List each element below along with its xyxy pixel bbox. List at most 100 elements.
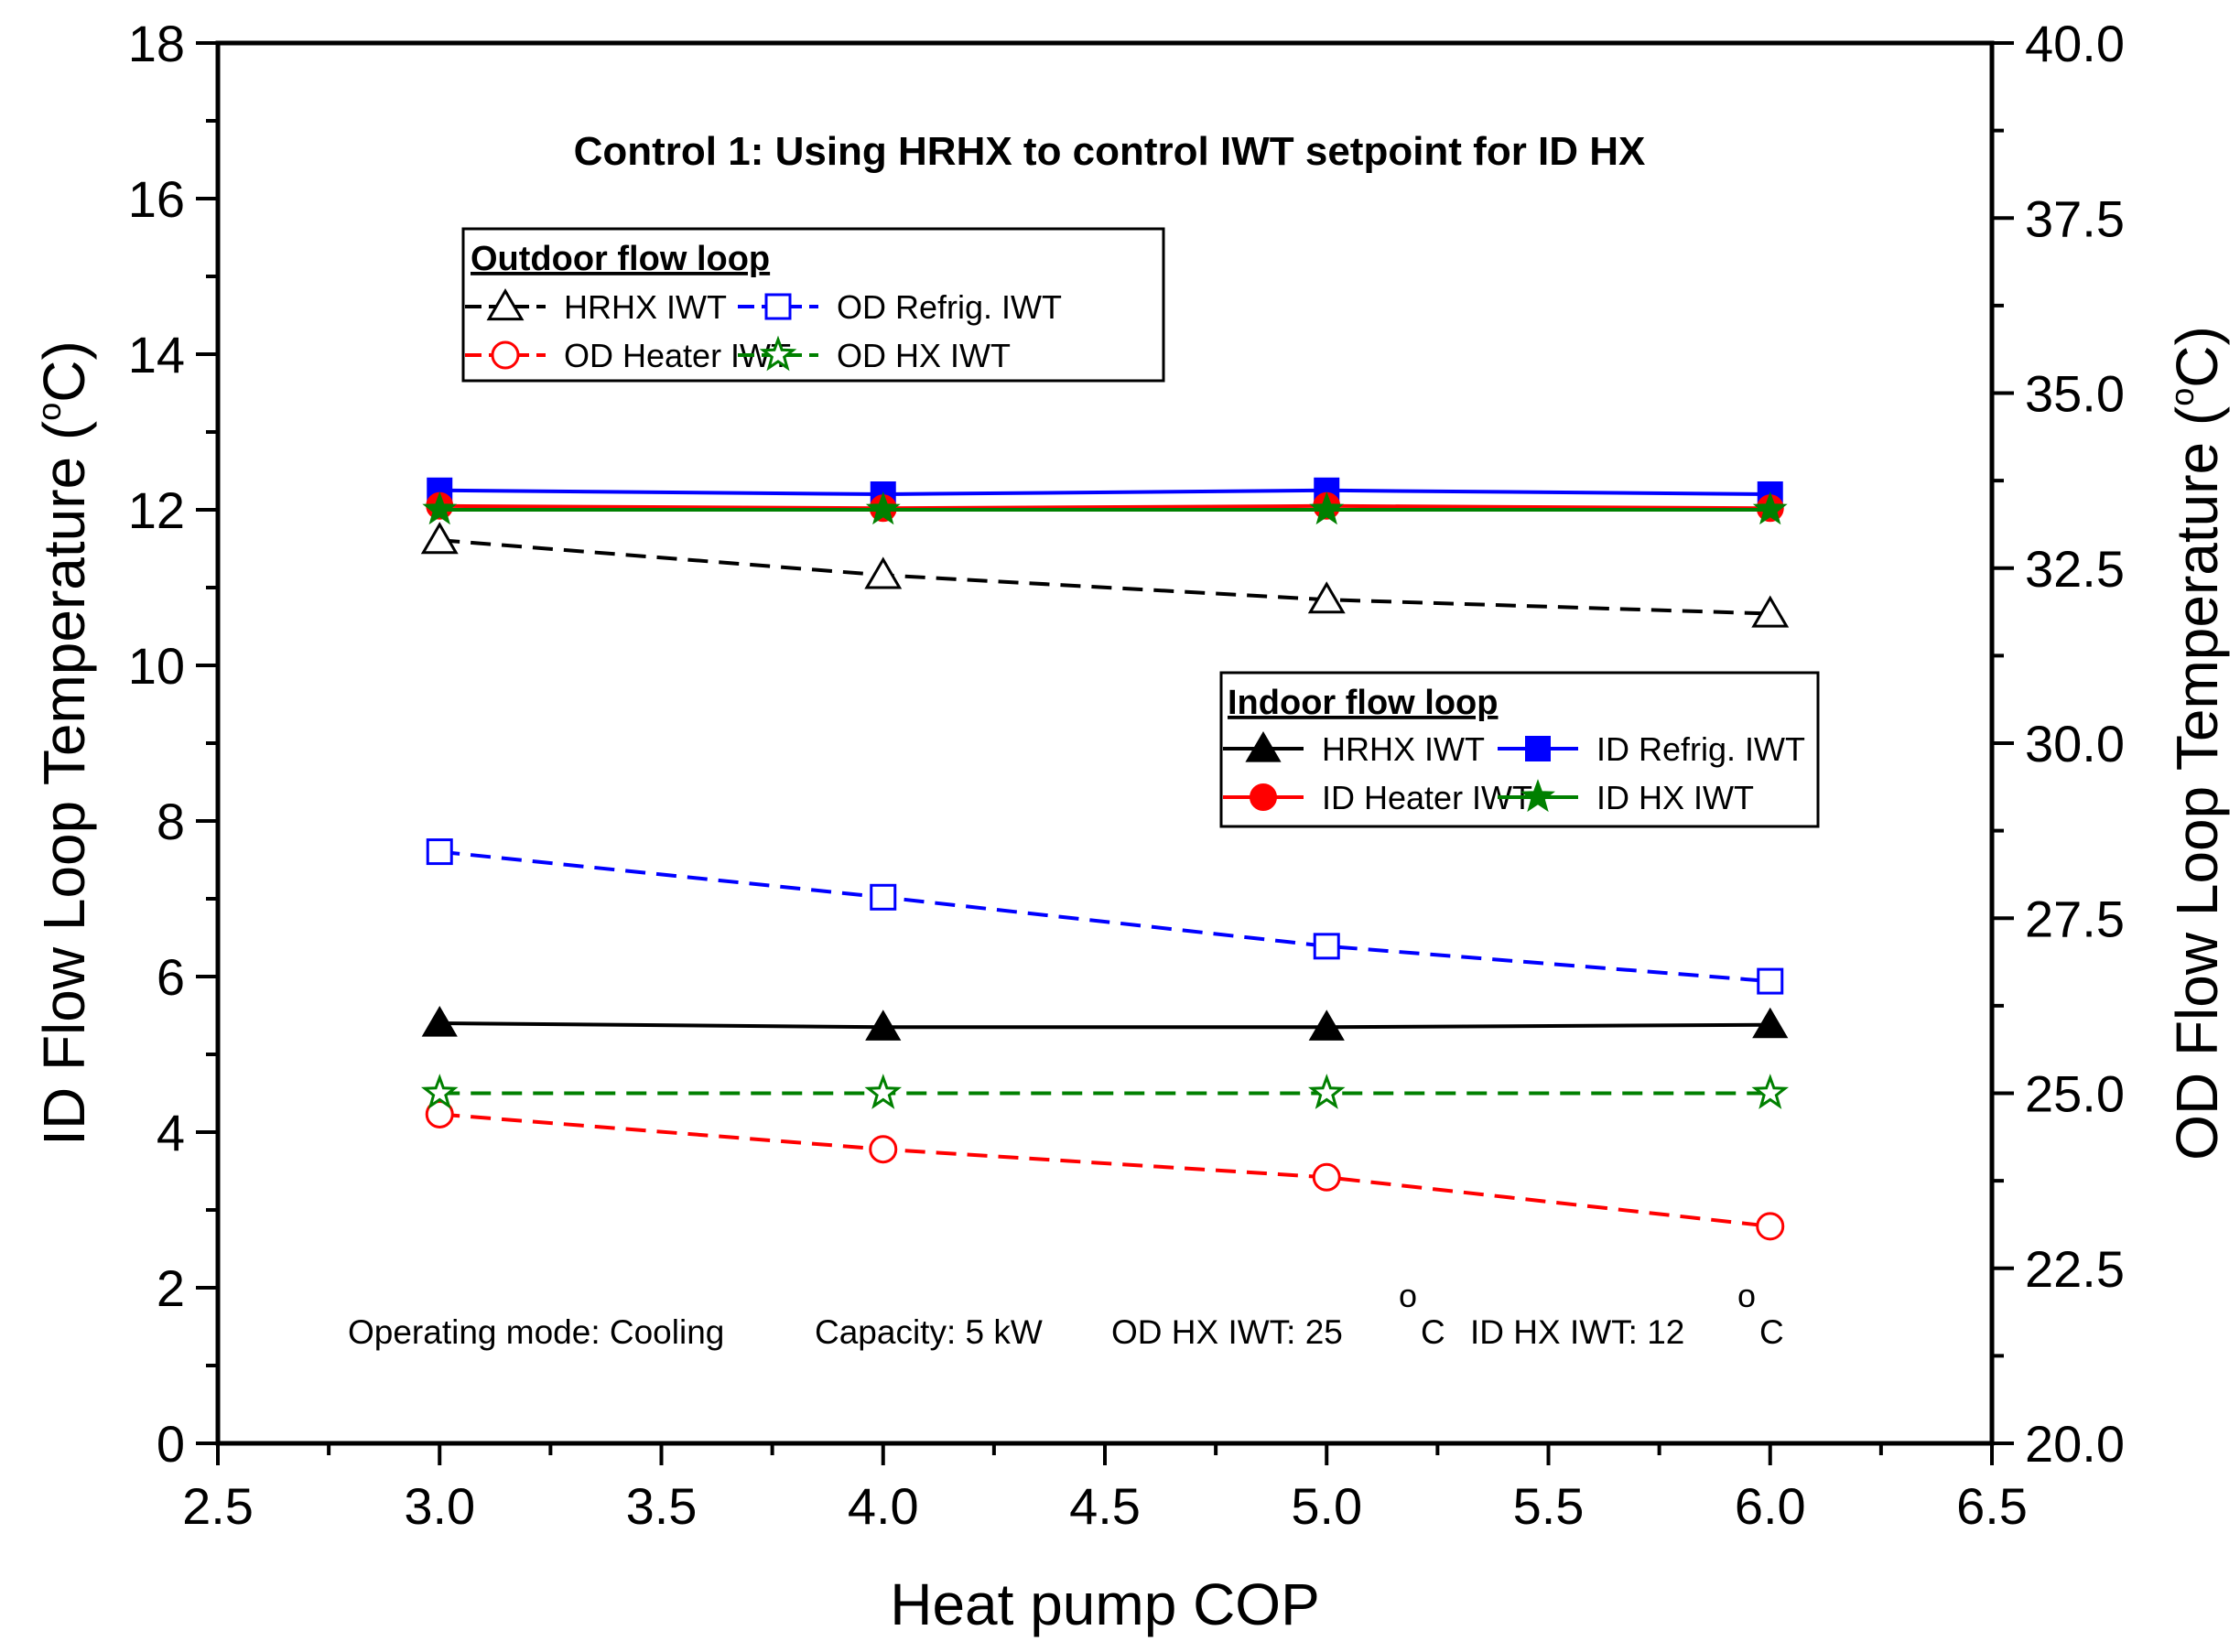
series-outdoor-od-hx-iwt [420,1074,1790,1109]
data-point-outdoor-hrhx-iwt [420,522,459,555]
series-outdoor-hrhx-iwt [420,522,1790,628]
legend-marker [764,293,792,320]
data-point-outdoor-od-hx-iwt [1307,1074,1346,1109]
note-od-hx: OD HX IWT: 25 [1111,1313,1343,1351]
legend-label: ID HX IWT [1596,779,1754,816]
legend-marker [486,288,525,321]
data-point-outdoor-od-heater-iwt [425,1099,454,1128]
x-tick-label: 5.5 [1513,1477,1585,1535]
y2-tick-label: 35.0 [2025,365,2125,423]
legend-outdoor: Outdoor flow loop HRHX IWT OD Refrig. IWT… [461,227,1165,383]
x-axis-title: Heat pump COP [890,1571,1320,1637]
legend-label: OD Heater IWT [564,337,791,374]
note-capacity: Capacity: 5 kW [815,1313,1043,1351]
x-tick-label: 2.5 [182,1477,254,1535]
legend-entry-outdoor-od-hx-iwt: OD HX IWT [738,335,1011,374]
y-tick-label: 14 [128,326,185,383]
legend-label: OD Refrig. IWT [837,288,1062,326]
legend-entry-indoor-hrhx-iwt: HRHX IWT [1223,730,1485,768]
x-tick-label: 4.0 [848,1477,919,1535]
data-point-indoor-hrhx-iwt [865,1010,902,1041]
y2-tick-label: 25.0 [2025,1065,2125,1123]
y-tick-label: 12 [128,481,185,539]
legend-outdoor-heading: Outdoor flow loop [471,240,770,278]
data-point-outdoor-od-refrig-iwt [1313,933,1340,960]
note-mode: Operating mode: Cooling [348,1313,724,1351]
y2-tick-label: 30.0 [2025,715,2125,772]
series-outdoor-od-refrig-iwt [426,838,1784,995]
legend-indoor: Indoor flow loop HRHX IWT ID Refrig. IWT I… [1219,671,1820,828]
legend-entry-outdoor-hrhx-iwt: HRHX IWT [465,288,727,326]
data-point-outdoor-hrhx-iwt [864,556,903,589]
y-tick-label: 4 [157,1104,185,1161]
legend-label: ID Heater IWT [1322,779,1532,816]
data-point-indoor-hrhx-iwt [421,1006,458,1037]
data-point-indoor-hrhx-iwt [1308,1010,1345,1041]
note-id-hx: ID HX IWT: 12 [1470,1313,1684,1351]
y2-tick-label: 20.0 [2025,1415,2125,1473]
series-line-outdoor-od-refrig-iwt [439,849,1770,984]
series-line-outdoor-od-heater-iwt [439,1112,1770,1228]
y2-tick-label: 27.5 [2025,890,2125,947]
data-point-indoor-id-hx-iwt [1752,491,1788,525]
series-line-outdoor-hrhx-iwt [439,538,1770,616]
legend-entry-indoor-id-heater-iwt: ID Heater IWT [1223,779,1532,816]
legend-label: HRHX IWT [1322,730,1485,768]
y2-tick-label: 22.5 [2025,1240,2125,1298]
operating-conditions-note: Operating mode: Cooling Capacity: 5 kW OD … [348,1277,1784,1351]
data-point-outdoor-od-refrig-iwt [426,838,453,866]
legend-entry-outdoor-od-refrig-iwt: OD Refrig. IWT [738,288,1062,326]
data-point-outdoor-od-hx-iwt [864,1074,903,1109]
series-outdoor-od-heater-iwt [425,1099,1785,1241]
data-point-indoor-id-hx-iwt [865,491,901,525]
legend-marker [1250,783,1277,811]
legend-marker [1520,779,1555,813]
x-tick-label: 3.5 [626,1477,698,1535]
x-tick-label: 6.5 [1956,1477,2028,1535]
series-line-indoor-hrhx-iwt [439,1021,1770,1030]
data-point-outdoor-od-refrig-iwt [1757,967,1784,995]
y-tick-label: 8 [157,793,185,850]
x-tick-label: 4.5 [1069,1477,1141,1535]
legend-marker [759,335,797,372]
legend-marker [491,340,520,370]
series-line-indoor-id-refrig-iwt [439,488,1770,497]
y-axis-title: ID Flow Loop Temperature (oC) [30,340,97,1146]
x-tick-label: 6.0 [1735,1477,1806,1535]
series-indoor-hrhx-iwt [421,1006,1789,1041]
data-point-outdoor-hrhx-iwt [1307,581,1346,614]
y-tick-label: 6 [157,948,185,1006]
data-point-outdoor-od-heater-iwt [1312,1162,1341,1192]
data-point-outdoor-od-refrig-iwt [870,883,897,911]
y-tick-label: 18 [128,15,185,72]
data-point-outdoor-hrhx-iwt [1751,595,1790,628]
y2-tick-label: 40.0 [2025,15,2125,72]
series-indoor-id-hx-iwt [422,491,1788,525]
y2-tick-label: 32.5 [2025,540,2125,598]
legend-marker [1245,731,1282,762]
legend-marker [1525,736,1551,761]
legend-entry-indoor-id-hx-iwt: ID HX IWT [1498,779,1754,816]
y2-axis-title: OD Flow Loop Temperature (oC) [2163,326,2230,1161]
y-tick-label: 2 [157,1259,185,1317]
data-point-outdoor-od-heater-iwt [869,1135,898,1164]
series-indoor-id-heater-iwt [426,491,1784,523]
data-point-outdoor-od-hx-iwt [1751,1074,1790,1109]
series-line-indoor-id-heater-iwt [439,503,1770,511]
legend-label: ID Refrig. IWT [1596,730,1805,768]
legend-label: OD HX IWT [837,337,1011,374]
y2-tick-label: 37.5 [2025,189,2125,247]
data-point-indoor-hrhx-iwt [1752,1007,1789,1039]
series-indoor-id-refrig-iwt [427,477,1783,507]
legend-label: HRHX IWT [564,288,727,326]
x-tick-label: 5.0 [1291,1477,1362,1535]
data-point-indoor-id-hx-iwt [422,491,458,525]
data-point-outdoor-od-heater-iwt [1756,1212,1785,1241]
y-tick-label: 10 [128,637,185,695]
y-tick-label: 0 [157,1415,185,1473]
data-point-indoor-id-hx-iwt [1309,491,1345,525]
axis-ticks: 2.5 3.0 3.5 4.0 4.5 5.0 5.5 6.0 6.5 0 2 4 6 8 10 12 14 16… [128,15,2125,1535]
legend-entry-indoor-id-refrig-iwt: ID Refrig. IWT [1498,730,1805,768]
data-point-outdoor-od-hx-iwt [420,1074,459,1109]
